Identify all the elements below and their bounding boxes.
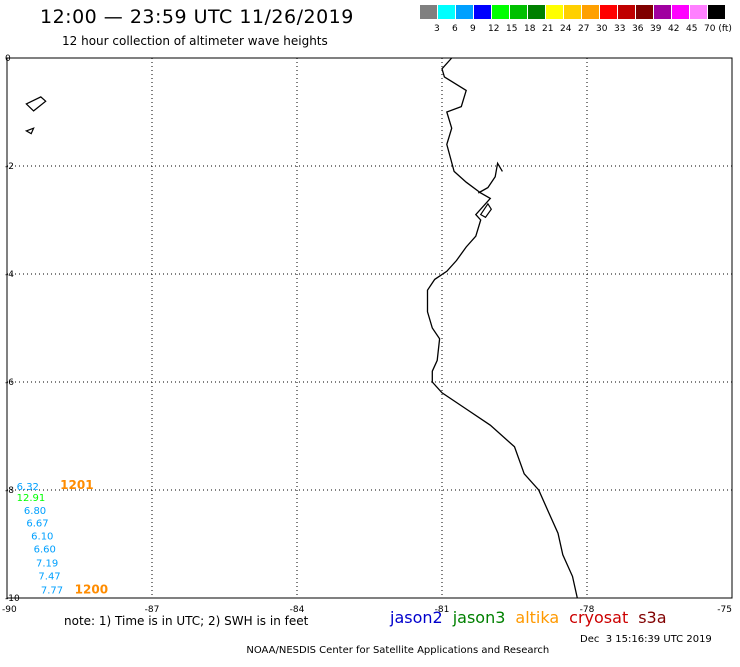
satellite-altika: altika <box>515 608 560 627</box>
x-tick-label: -84 <box>290 605 305 615</box>
legend-label: 21 <box>542 24 554 34</box>
satellite-legend: jason2 jason3 altika cryosat s3a <box>390 608 677 627</box>
legend-label: 12 <box>488 24 500 34</box>
legend-label: 6 <box>452 24 458 34</box>
legend-swatch <box>474 5 491 19</box>
map-frame <box>6 57 733 599</box>
y-tick-label: -4 <box>5 270 14 280</box>
legend-label: 45 <box>686 24 698 34</box>
wave-height-value: 6.10 <box>31 532 53 543</box>
wave-height-value: 12.91 <box>17 493 46 504</box>
legend-swatch <box>690 5 707 19</box>
y-tick-label: -10 <box>5 594 20 604</box>
wave-height-value: 6.60 <box>34 545 56 556</box>
y-tick-label: 0 <box>5 54 11 64</box>
wave-height-value: 7.19 <box>36 559 58 570</box>
legend-swatch <box>618 5 635 19</box>
galapagos-island <box>25 96 47 112</box>
legend-label: 18 <box>524 24 536 34</box>
x-tick-label: -75 <box>717 605 732 615</box>
legend-label: 36 <box>632 24 644 34</box>
legend-swatch <box>492 5 509 19</box>
legend-swatch <box>672 5 689 19</box>
legend-label: 27 <box>578 24 590 34</box>
legend-swatch <box>600 5 617 19</box>
map-gridlines <box>7 58 732 598</box>
generated-timestamp: Dec 3 15:16:39 UTC 2019 <box>580 634 712 645</box>
legend-swatch <box>420 5 437 19</box>
footnote: note: 1) Time is in UTC; 2) SWH is in fe… <box>64 614 309 628</box>
wave-height-value: 6.80 <box>24 506 46 517</box>
gulf-shoreline <box>477 161 503 194</box>
observation-time-label: 1200 <box>75 583 108 597</box>
legend-swatch <box>510 5 527 19</box>
coastline <box>426 57 578 599</box>
altimeter-map: -90 -87 -84 -81 -78 -75 0 -2 -4 -6 -8 -10 6.3212.91… <box>2 54 733 615</box>
legend-label: 30 <box>596 24 608 34</box>
x-tick-label: -87 <box>145 605 160 615</box>
x-tick-label: -81 <box>435 605 450 615</box>
legend-swatch <box>564 5 581 19</box>
legend-swatch <box>636 5 653 19</box>
legend-swatch <box>438 5 455 19</box>
map-title: 12:00 — 23:59 UTC 11/26/2019 <box>40 6 354 28</box>
wave-height-value: 6.67 <box>26 519 48 530</box>
satellite-jason2: jason2 <box>390 608 443 627</box>
satellite-s3a: s3a <box>638 608 667 627</box>
observation-time-label: 1201 <box>60 478 93 492</box>
legend-label: 15 <box>506 24 518 34</box>
credit-line: NOAA/NESDIS Center for Satellite Applica… <box>240 634 711 667</box>
legend-label: 24 <box>560 24 572 34</box>
wave-height-value: 6.32 <box>17 482 39 493</box>
y-tick-label: -6 <box>5 378 14 388</box>
y-tick-label: -8 <box>5 486 14 496</box>
galapagos-islet <box>24 127 35 135</box>
wave-height-value: 7.47 <box>38 572 60 583</box>
map-tick-labels: -90 -87 -84 -81 -78 -75 0 -2 -4 -6 -8 -10 <box>2 54 732 615</box>
legend-label: 70 (ft) <box>704 24 732 34</box>
x-tick-label: -90 <box>2 605 17 615</box>
puna-island <box>479 202 493 219</box>
legend-swatch <box>654 5 671 19</box>
satellite-cryosat: cryosat <box>569 608 629 627</box>
legend-swatch <box>708 5 725 19</box>
x-tick-label: -78 <box>580 605 595 615</box>
wave-height-value: 7.77 <box>41 586 63 597</box>
map-subtitle: 12 hour collection of altimeter wave hei… <box>62 34 328 48</box>
legend-swatch <box>546 5 563 19</box>
legend-swatch <box>582 5 599 19</box>
legend-label: 9 <box>470 24 476 34</box>
satellite-jason3: jason3 <box>452 608 506 627</box>
legend-label: 3 <box>434 24 440 34</box>
y-tick-label: -2 <box>5 162 14 172</box>
legend-label: 42 <box>668 24 680 34</box>
credit-text: NOAA/NESDIS Center for Satellite Applica… <box>246 645 550 656</box>
legend-swatch <box>456 5 473 19</box>
legend-label: 39 <box>650 24 662 34</box>
legend-swatch <box>528 5 545 19</box>
legend-label: 33 <box>614 24 626 34</box>
